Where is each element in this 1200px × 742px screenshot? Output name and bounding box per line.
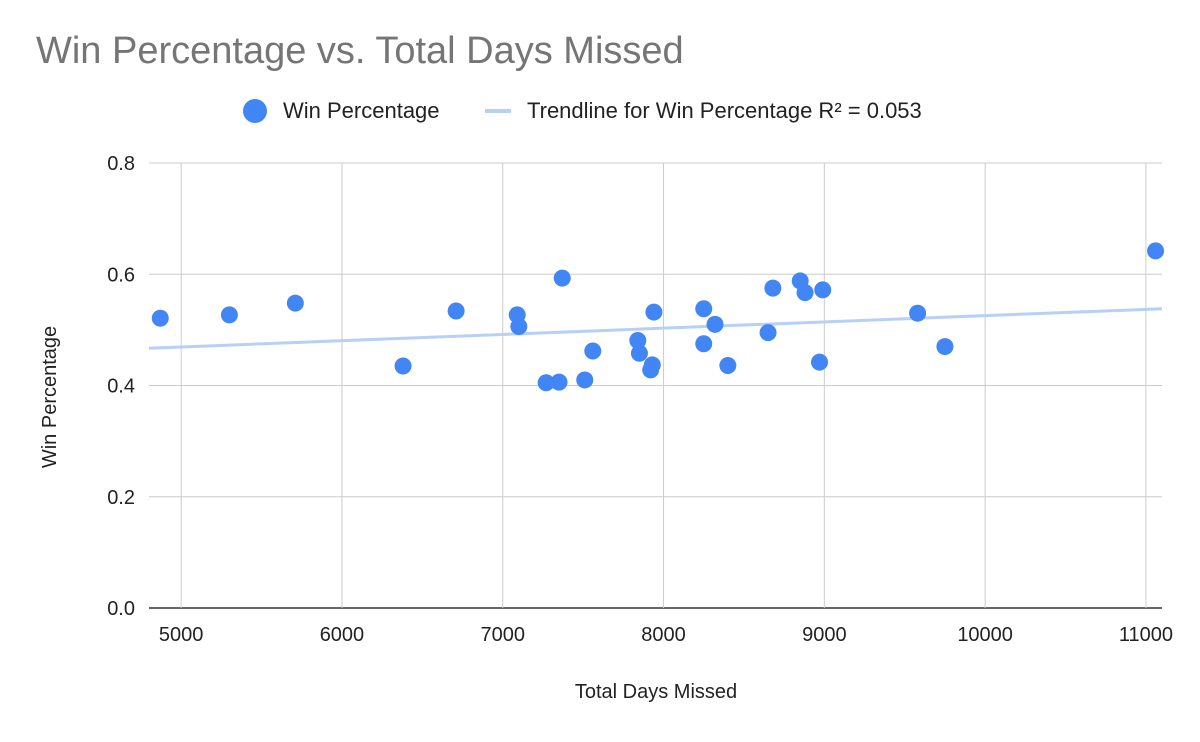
y-tick-label: 0.2 — [107, 487, 135, 509]
data-point — [796, 284, 814, 302]
data-point — [1147, 242, 1165, 260]
x-axis-tick-labels: 5000 6000 7000 8000 9000 10000 11000 — [159, 624, 1173, 646]
data-point — [576, 371, 594, 389]
x-tick-label: 10000 — [957, 624, 1013, 646]
data-point — [537, 374, 555, 392]
data-point — [286, 294, 304, 312]
data-point — [629, 331, 647, 349]
x-tick-label: 11000 — [1119, 624, 1173, 646]
y-axis-label: Win Percentage — [39, 326, 61, 468]
data-point — [447, 302, 465, 320]
x-tick-label: 7000 — [480, 624, 525, 646]
x-tick-label: 9000 — [802, 624, 847, 646]
data-point — [645, 303, 663, 321]
chart-title: Win Percentage vs. Total Days Missed — [36, 30, 684, 72]
y-tick-label: 0.6 — [107, 264, 135, 286]
data-point — [695, 335, 713, 353]
data-point — [759, 324, 777, 342]
data-point — [936, 338, 954, 356]
data-point — [643, 356, 661, 374]
y-tick-label: 0.0 — [107, 598, 135, 620]
data-point — [695, 300, 713, 318]
x-tick-label: 8000 — [641, 624, 686, 646]
y-axis-tick-labels: 0.0 0.2 0.4 0.6 0.8 — [107, 153, 135, 620]
legend-item-win-percentage[interactable]: Win Percentage — [243, 98, 440, 124]
data-point — [630, 344, 648, 362]
trendline — [148, 307, 1163, 350]
data-point — [909, 304, 927, 322]
data-point — [719, 356, 737, 374]
legend-item-trendline[interactable]: Trendline for Win Percentage R² = 0.053 — [485, 98, 922, 124]
data-point — [394, 357, 412, 375]
grid-lines — [149, 162, 1162, 609]
data-point — [764, 279, 782, 297]
data-points — [151, 242, 1165, 392]
data-point — [151, 309, 169, 327]
legend-marker-dot — [243, 99, 267, 123]
data-point — [706, 315, 724, 333]
legend-label-win-percentage: Win Percentage — [283, 98, 440, 123]
data-point — [550, 373, 568, 391]
data-point — [814, 281, 832, 299]
data-point — [553, 269, 571, 287]
x-tick-label: 5000 — [159, 624, 204, 646]
data-point — [510, 318, 528, 336]
x-tick-label: 6000 — [320, 624, 365, 646]
legend-label-trendline: Trendline for Win Percentage R² = 0.053 — [527, 98, 922, 123]
data-point — [584, 342, 602, 360]
y-tick-label: 0.8 — [107, 153, 135, 175]
x-axis-label: Total Days Missed — [575, 681, 737, 703]
y-tick-label: 0.4 — [107, 376, 135, 398]
legend-marker-line — [485, 109, 511, 113]
data-point — [811, 353, 829, 371]
data-point — [220, 306, 238, 324]
legend: Win Percentage Trendline for Win Percent… — [0, 98, 1200, 128]
